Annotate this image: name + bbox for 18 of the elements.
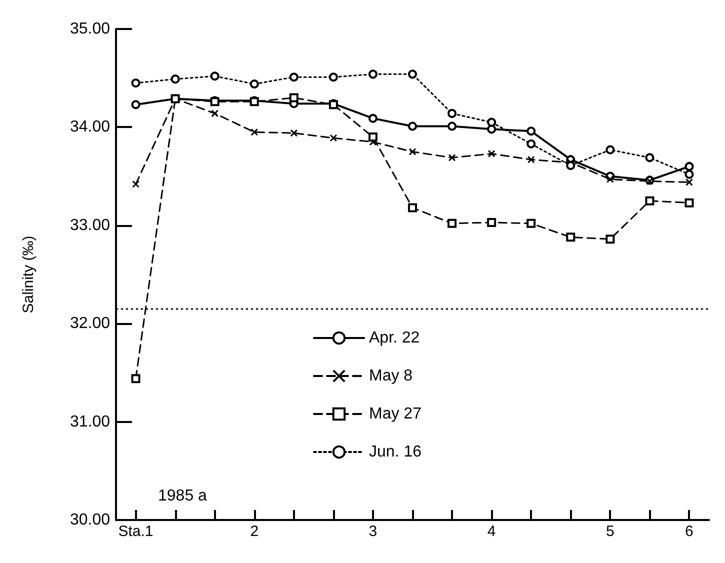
x-tick-label: 6 — [685, 523, 694, 540]
y-tick-label: 33.00 — [70, 216, 110, 234]
y-tick-label: 31.00 — [70, 413, 110, 430]
legend-label: Jun. 16 — [369, 444, 422, 460]
y-tick-label: 30.00 — [70, 512, 110, 528]
x-tick-label: 2 — [250, 523, 259, 540]
annotation: 1985 a — [158, 488, 208, 504]
x-tick-label: 5 — [606, 523, 614, 540]
legend-label: May 27 — [369, 406, 422, 422]
legend-label: May 8 — [369, 368, 413, 384]
legend-label: Apr. 22 — [369, 330, 420, 346]
y-tick-label: 35.00 — [70, 20, 110, 38]
y-tick-label: 32.00 — [70, 315, 110, 332]
x-tick-label: 3 — [368, 523, 378, 540]
y-axis-title: Salinity (‰) — [20, 236, 37, 314]
y-tick-label: 34.00 — [70, 118, 110, 136]
x-tick-label: Sta.1 — [118, 523, 154, 540]
x-tick-label: 4 — [487, 523, 496, 540]
